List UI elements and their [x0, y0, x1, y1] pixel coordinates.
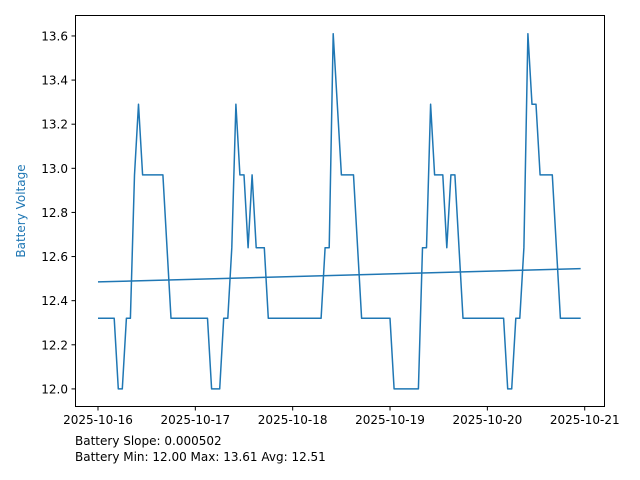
y-tick-label: 13.6: [41, 29, 68, 43]
y-tick-label: 12.2: [41, 338, 68, 352]
battery-stats-text: Battery Min: 12.00 Max: 13.61 Avg: 12.51: [75, 450, 326, 464]
y-tick-label: 12.0: [41, 382, 68, 396]
y-tick-label: 12.6: [41, 250, 68, 264]
y-tick-label: 13.2: [41, 118, 68, 132]
x-tick-label: 2025-10-19: [355, 413, 425, 427]
x-tick-label: 2025-10-18: [258, 413, 328, 427]
y-axis-label: Battery Voltage: [14, 164, 28, 257]
y-tick-label: 13.0: [41, 162, 68, 176]
x-tick-label: 2025-10-20: [452, 413, 522, 427]
voltage-series-line: [98, 33, 581, 390]
trend-line: [97, 267, 581, 283]
axes-frame: [75, 15, 605, 407]
battery-slope-text: Battery Slope: 0.000502: [75, 434, 222, 448]
x-tick-label: 2025-10-21: [550, 413, 620, 427]
x-tick-label: 2025-10-16: [63, 413, 133, 427]
y-tick-label: 13.4: [41, 74, 68, 88]
y-tick-label: 12.8: [41, 206, 68, 220]
y-tick-label: 12.4: [41, 294, 68, 308]
x-tick-label: 2025-10-17: [160, 413, 230, 427]
